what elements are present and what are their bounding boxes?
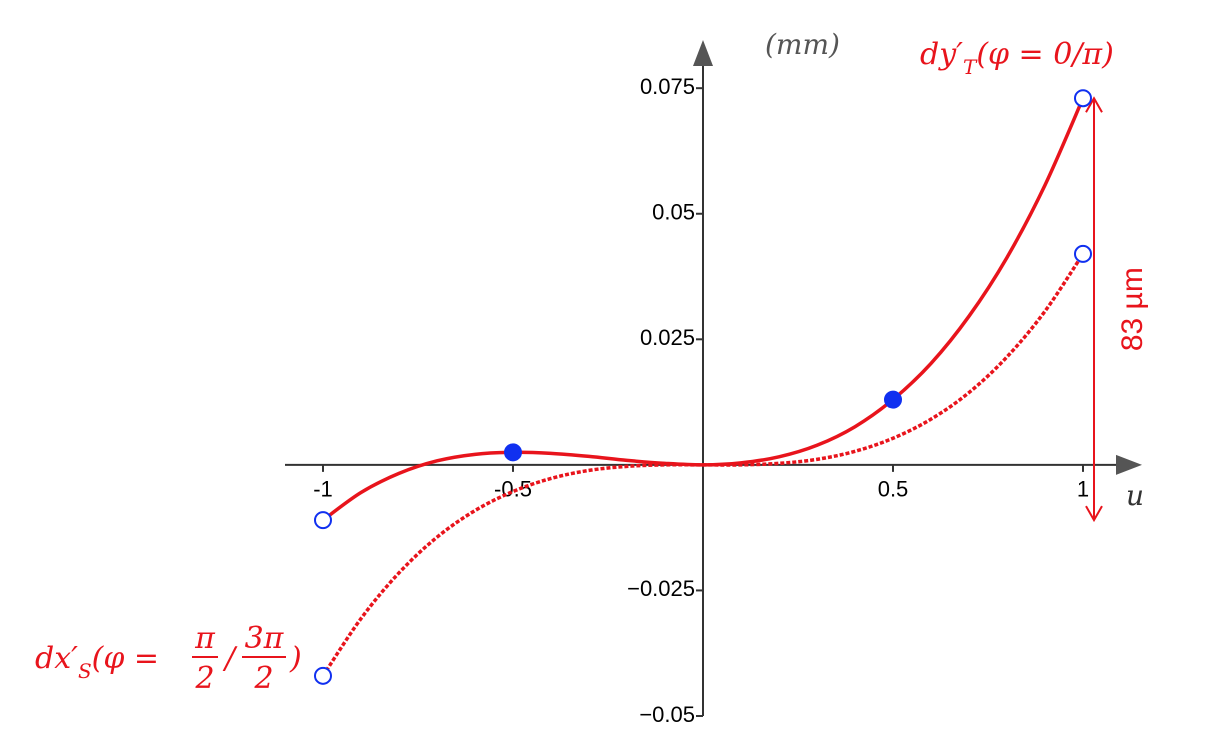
fraction-part: 2 bbox=[194, 661, 214, 696]
y-axis-arrow bbox=[693, 40, 713, 66]
label-part: dy′ bbox=[920, 37, 963, 72]
point-marker bbox=[504, 443, 522, 462]
label-part: T bbox=[963, 55, 978, 79]
point-marker bbox=[314, 666, 332, 685]
y-tick-label: 0.05 bbox=[652, 200, 695, 225]
label-part: S bbox=[78, 659, 92, 683]
point-marker bbox=[314, 511, 332, 530]
fraction-part: 3π bbox=[245, 621, 285, 656]
x-axis-label: u bbox=[1126, 479, 1144, 512]
label-part: dx′ bbox=[35, 641, 78, 676]
point-marker bbox=[1074, 244, 1092, 263]
fraction-part: / bbox=[222, 641, 238, 676]
point-marker bbox=[1074, 89, 1092, 108]
y-tick-label: −0.05 bbox=[639, 702, 695, 727]
y-tick-label: −0.025 bbox=[627, 576, 695, 601]
y-axis-label: (mm) bbox=[765, 28, 840, 61]
x-tick-label: -1 bbox=[313, 477, 333, 502]
dimension-arrow bbox=[1085, 96, 1103, 523]
annotation-text: 83 µm bbox=[1116, 267, 1149, 351]
x-tick-label: 1 bbox=[1077, 477, 1089, 502]
label-part: (φ = 0/π) bbox=[976, 37, 1114, 72]
line bbox=[321, 252, 1085, 677]
y-tick-label: 0.075 bbox=[640, 74, 695, 99]
fraction-part: 2 bbox=[253, 661, 273, 696]
y-tick-label: 0.025 bbox=[640, 325, 695, 350]
point-marker bbox=[884, 390, 902, 409]
series-label: dx′S(φ = bbox=[35, 641, 159, 683]
fraction-part: ) bbox=[289, 641, 302, 676]
fraction-part: π bbox=[194, 621, 216, 656]
x-axis-arrow bbox=[1116, 454, 1142, 475]
series-label: dy′T(φ = 0/π) bbox=[920, 37, 1114, 79]
label-part: (φ = bbox=[92, 641, 159, 676]
x-tick-label: 0.5 bbox=[878, 477, 909, 502]
